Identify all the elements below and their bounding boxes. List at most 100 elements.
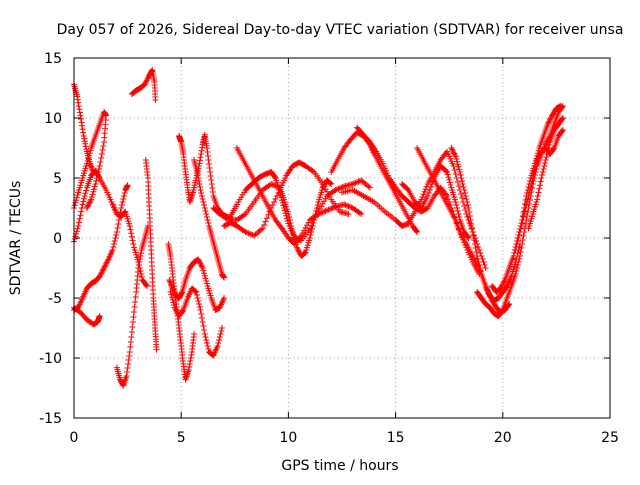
data-point xyxy=(476,265,483,271)
data-point xyxy=(342,202,349,208)
data-point xyxy=(78,119,85,126)
chart-title: Day 057 of 2026, Sidereal Day-to-day VTE… xyxy=(57,22,624,38)
data-point xyxy=(125,357,132,363)
series-track-q xyxy=(221,159,352,239)
data-point xyxy=(283,212,290,219)
data-point xyxy=(101,265,108,271)
data-point xyxy=(196,304,203,310)
data-point xyxy=(442,168,449,174)
data-point xyxy=(421,188,428,195)
data-point xyxy=(166,277,173,283)
data-point xyxy=(499,282,506,289)
series-track-e xyxy=(71,81,97,175)
data-point xyxy=(245,230,252,237)
data-point xyxy=(201,205,208,211)
tick-layer: 0 5 10 15 20 25 -15 -10 -5 0 5 10 15 xyxy=(39,51,619,446)
data-point xyxy=(466,209,473,215)
data-point xyxy=(295,247,302,254)
data-point xyxy=(262,218,269,225)
data-point xyxy=(319,209,326,216)
data-point xyxy=(535,154,542,161)
data-point xyxy=(126,223,133,229)
data-point xyxy=(476,262,483,268)
data-point xyxy=(514,238,521,244)
data-point xyxy=(303,222,310,229)
data-point xyxy=(283,215,290,222)
data-point xyxy=(519,241,526,247)
data-point xyxy=(458,175,465,181)
data-point xyxy=(95,169,102,175)
series-track-h xyxy=(142,157,160,353)
series-track-j xyxy=(166,256,228,313)
data-point xyxy=(75,103,82,109)
data-point xyxy=(313,205,320,211)
y-tick-label: 0 xyxy=(53,231,62,247)
data-point xyxy=(86,200,93,207)
data-point xyxy=(268,205,275,211)
data-point xyxy=(136,259,143,265)
data-point xyxy=(465,205,472,211)
data-point xyxy=(461,187,468,193)
data-point xyxy=(90,188,97,195)
data-point xyxy=(221,274,228,281)
data-point xyxy=(444,169,451,175)
data-point xyxy=(522,205,529,211)
data-point xyxy=(185,367,192,373)
data-point xyxy=(513,244,520,250)
data-point xyxy=(126,353,133,359)
data-point xyxy=(454,179,461,185)
data-point xyxy=(540,166,547,172)
data-point xyxy=(518,245,525,251)
data-point xyxy=(497,285,504,292)
data-point xyxy=(526,187,533,193)
data-point xyxy=(523,202,530,208)
x-tick-label: 0 xyxy=(70,430,79,446)
x-tick-label: 15 xyxy=(387,430,405,446)
data-point xyxy=(173,307,180,314)
data-point xyxy=(546,116,553,123)
data-point xyxy=(82,140,89,147)
data-point xyxy=(98,151,105,157)
data-point xyxy=(307,232,314,238)
data-point xyxy=(99,267,106,274)
data-point xyxy=(198,311,205,317)
data-point xyxy=(79,201,86,208)
data-point xyxy=(275,190,282,196)
data-point xyxy=(199,265,206,271)
data-point xyxy=(449,146,456,153)
data-point xyxy=(194,169,201,175)
data-point xyxy=(203,340,210,346)
data-point xyxy=(531,169,538,175)
data-point xyxy=(201,202,208,208)
data-point xyxy=(278,197,285,204)
data-point xyxy=(205,346,212,352)
data-point xyxy=(451,150,458,157)
data-point xyxy=(293,244,300,251)
data-point xyxy=(544,121,551,127)
data-point xyxy=(528,181,535,187)
data-point xyxy=(205,220,212,226)
data-point xyxy=(124,182,131,189)
x-tick-label: 20 xyxy=(494,430,512,446)
data-point xyxy=(204,217,211,223)
data-point xyxy=(294,246,301,252)
data-point xyxy=(169,284,176,290)
data-point xyxy=(88,163,95,170)
data-point xyxy=(463,196,470,202)
x-tick-label: 5 xyxy=(177,430,186,446)
data-point xyxy=(81,193,88,199)
data-point xyxy=(455,163,462,170)
data-point xyxy=(517,249,524,255)
data-point xyxy=(83,205,90,211)
data-point xyxy=(280,202,287,209)
data-point xyxy=(460,184,467,190)
data-point xyxy=(207,169,214,175)
data-point xyxy=(519,237,526,243)
data-point xyxy=(328,205,335,212)
data-point xyxy=(301,250,308,256)
y-tick-label: -15 xyxy=(39,411,62,427)
data-point xyxy=(83,187,90,194)
data-point xyxy=(78,205,85,211)
data-point xyxy=(266,208,273,215)
data-point xyxy=(208,181,215,187)
